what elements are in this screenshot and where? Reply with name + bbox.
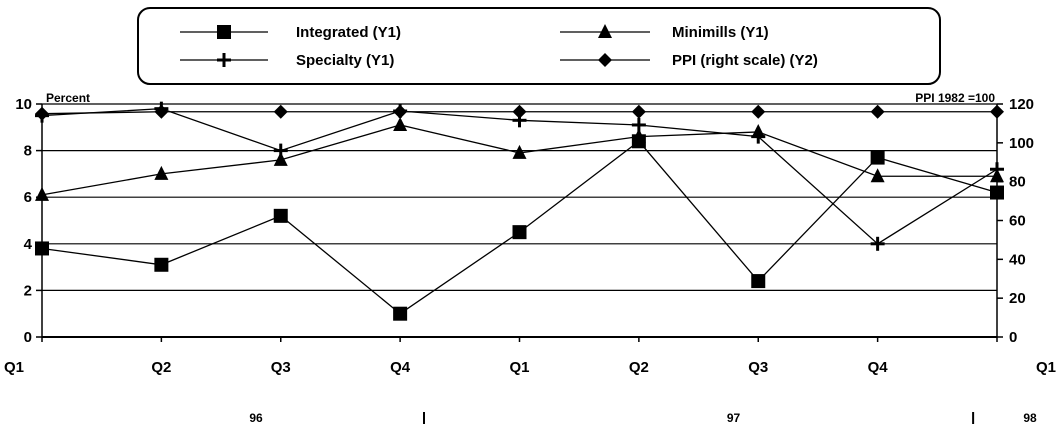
data-point-diamond: [273, 104, 288, 119]
series-line-triangle: [41, 124, 997, 196]
series-line-plus: [41, 108, 998, 245]
data-point-diamond: [751, 104, 766, 119]
y2-tick-label: 80: [1009, 174, 1026, 191]
y2-tick-label: 20: [1009, 290, 1026, 307]
data-point-square: [154, 257, 169, 272]
x-tick-label: Q2: [629, 359, 649, 376]
legend-label: PPI (right scale) (Y2): [672, 52, 818, 69]
y1-tick-label: 0: [24, 329, 32, 346]
data-point-triangle: [154, 165, 169, 180]
data-point-diamond: [35, 106, 49, 121]
legend-marker-plus: [217, 53, 231, 67]
legend-label: Minimills (Y1): [672, 24, 769, 41]
y2-tick-label: 0: [1009, 329, 1017, 346]
x-tick-label: Q1: [4, 359, 24, 376]
y1-tick-label: 4: [24, 236, 33, 253]
data-point-triangle: [273, 151, 288, 166]
y1-tick-label: 2: [24, 282, 32, 299]
x-tick-label: Q4: [868, 359, 889, 376]
x-tick-label: Q2: [151, 359, 171, 376]
y2-tick-label: 100: [1009, 135, 1034, 152]
data-point-square: [751, 274, 766, 289]
data-point-diamond: [393, 104, 408, 119]
legend-item-triangle: Minimills (Y1): [560, 24, 769, 41]
data-point-square: [512, 225, 527, 240]
data-point-diamond: [631, 104, 646, 119]
legend-label: Integrated (Y1): [296, 24, 401, 41]
data-point-diamond: [870, 104, 885, 119]
year-label: 96: [249, 411, 263, 425]
x-tick-label: Q3: [271, 359, 291, 376]
data-point-plus: [870, 236, 885, 251]
data-point-triangle: [512, 144, 527, 159]
legend-item-diamond: PPI (right scale) (Y2): [560, 52, 818, 69]
y1-tick-label: 6: [24, 189, 32, 206]
y2-axis-label: PPI 1982 =100: [915, 91, 995, 105]
year-label: 97: [727, 411, 741, 425]
legend-marker-square: [217, 25, 231, 39]
data-point-plus: [273, 143, 288, 158]
x-tick-label: Q3: [748, 359, 768, 376]
x-tick-label: Q1: [1036, 359, 1056, 376]
x-tick-label: Q1: [509, 359, 529, 376]
data-point-diamond: [154, 104, 169, 119]
y2-tick-label: 60: [1009, 213, 1026, 230]
year-label: 98: [1023, 411, 1037, 425]
data-point-plus: [751, 129, 766, 144]
data-point-square: [990, 185, 1004, 200]
data-point-diamond: [512, 104, 527, 119]
y1-tick-label: 8: [24, 143, 32, 160]
y1-tick-label: 10: [15, 96, 32, 113]
data-point-square: [870, 150, 885, 165]
legend-marker-diamond: [598, 53, 612, 67]
y2-tick-label: 120: [1009, 96, 1034, 113]
legend: Integrated (Y1) Minimills (Y1) Specialty (…: [137, 7, 941, 85]
legend-item-plus: Specialty (Y1): [180, 52, 394, 69]
data-point-triangle: [870, 168, 885, 183]
data-point-plus: [631, 117, 646, 132]
data-point-square: [273, 208, 288, 223]
data-point-square: [393, 306, 408, 321]
data-point-triangle: [35, 186, 49, 201]
legend-box: [137, 7, 941, 85]
y2-tick-label: 40: [1009, 251, 1026, 268]
legend-item-square: Integrated (Y1): [180, 24, 401, 41]
data-point-diamond: [990, 104, 1004, 119]
data-point-triangle: [393, 116, 408, 131]
data-point-triangle: [631, 128, 646, 143]
data-point-plus: [990, 162, 1004, 177]
y1-axis-label: Percent: [46, 91, 90, 105]
data-point-square: [35, 241, 49, 256]
legend-marker-triangle: [598, 24, 612, 38]
x-tick-label: Q4: [390, 359, 411, 376]
legend-label: Specialty (Y1): [296, 52, 394, 69]
